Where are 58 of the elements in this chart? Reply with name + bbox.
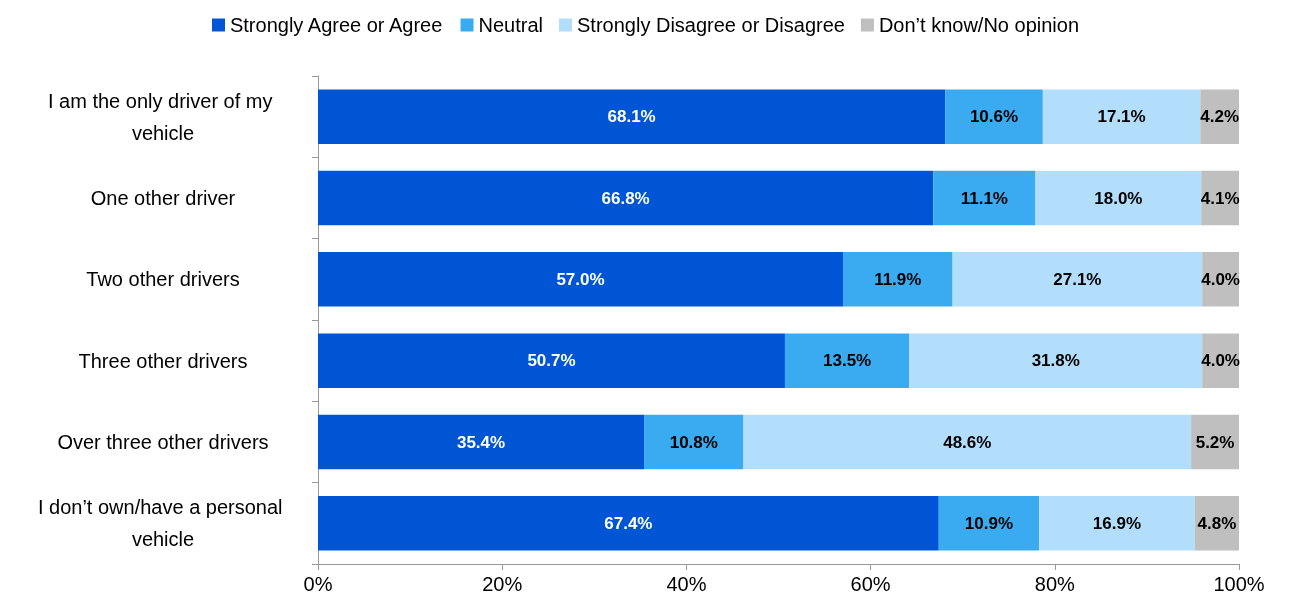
bar	[318, 170, 934, 226]
data-label: 17.1%	[1097, 107, 1146, 127]
data-label: 68.1%	[607, 107, 656, 127]
data-label: 48.6%	[943, 432, 992, 452]
bar	[784, 333, 910, 388]
x-tick-label: 60%	[850, 573, 891, 595]
data-label: 27.1%	[1053, 269, 1102, 289]
data-label: 4.8%	[1197, 513, 1237, 533]
data-label: 4.0%	[1201, 351, 1240, 371]
bar	[1035, 170, 1202, 226]
bar	[318, 496, 939, 551]
bar	[945, 89, 1043, 144]
x-tick-label: 40%	[666, 573, 707, 595]
data-label: 57.0%	[556, 269, 605, 289]
data-label: 31.8%	[1031, 351, 1080, 371]
bar	[318, 89, 946, 144]
bar	[743, 414, 1192, 470]
data-label: 10.8%	[669, 432, 718, 452]
y-tick-label: Over three other drivers	[57, 431, 269, 453]
data-label: 10.9%	[964, 513, 1014, 533]
bar	[933, 170, 1036, 226]
x-tick-label: 100%	[1213, 573, 1265, 595]
bar	[1042, 89, 1201, 144]
data-label: 18.0%	[1094, 188, 1143, 208]
data-label: 50.7%	[527, 351, 576, 371]
data-label: 5.2%	[1195, 432, 1235, 452]
data-label: 4.1%	[1200, 188, 1240, 208]
data-label: 35.4%	[456, 432, 506, 452]
bar	[644, 414, 744, 470]
bar	[318, 414, 645, 470]
data-label: 11.9%	[874, 269, 922, 289]
x-tick-label: 0%	[303, 573, 333, 595]
bar	[842, 252, 953, 307]
x-tick-label: 80%	[1034, 573, 1076, 595]
data-label: 11.1%	[960, 188, 1008, 208]
y-tick-label: I am the only driver of my vehicle	[47, 89, 279, 144]
y-tick-label: One other driver	[90, 187, 236, 209]
data-label: 67.4%	[604, 513, 653, 533]
legend-label: Neutral	[478, 14, 544, 36]
bar	[938, 496, 1040, 551]
y-tick-label: Three other drivers	[78, 349, 248, 372]
y-tick-label: I don’t own/have a personal vehicle	[37, 496, 289, 551]
legend-label: Strongly Disagree or Disagree	[577, 14, 845, 36]
bar	[952, 252, 1203, 307]
bar	[318, 333, 785, 388]
legend-label: Strongly Agree or Agree	[229, 14, 443, 36]
x-tick-label: 20%	[482, 573, 523, 595]
y-tick-label: Two other drivers	[86, 268, 240, 291]
legend-label: Don’t know/No opinion	[878, 14, 1080, 36]
bar	[318, 252, 843, 307]
data-label: 4.2%	[1200, 107, 1240, 127]
data-label: 4.0%	[1201, 269, 1240, 289]
data-label: 10.6%	[969, 107, 1019, 127]
data-label: 16.9%	[1092, 513, 1142, 533]
data-label: 66.8%	[601, 188, 650, 208]
bar	[909, 333, 1203, 388]
bar	[1039, 496, 1195, 551]
data-label: 13.5%	[823, 351, 872, 371]
